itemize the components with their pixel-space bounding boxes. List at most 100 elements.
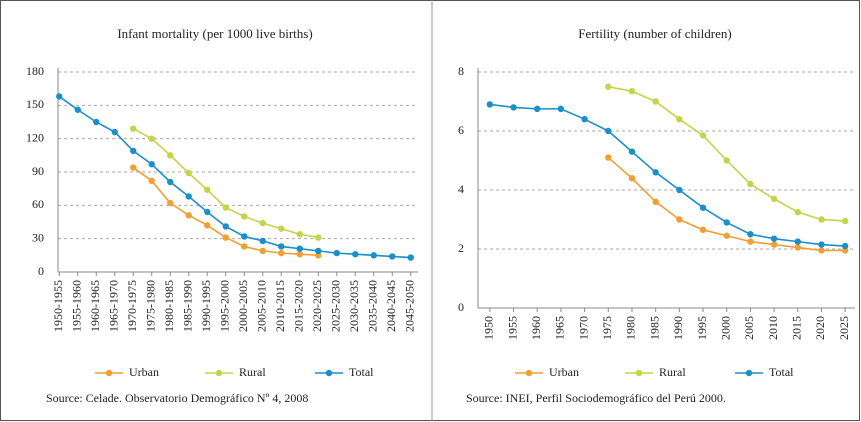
y-tick-label: 0 — [458, 300, 464, 314]
x-tick-label: 1980-1985 — [162, 280, 176, 332]
data-point — [315, 247, 322, 255]
data-point — [241, 243, 248, 250]
y-tick-label: 4 — [458, 182, 464, 196]
data-point — [167, 152, 174, 159]
data-point — [296, 231, 303, 238]
data-point — [652, 98, 659, 105]
y-tick-label: 90 — [32, 164, 44, 178]
chart-title: Fertility (number of children) — [578, 26, 731, 41]
data-point — [628, 87, 636, 95]
data-point — [148, 161, 155, 168]
x-tick-label: 2040-2045 — [384, 280, 398, 332]
data-point — [74, 106, 81, 113]
data-point — [841, 242, 849, 250]
data-point — [676, 186, 683, 194]
data-point — [167, 199, 174, 207]
data-point — [676, 216, 683, 223]
series-line — [132, 127, 319, 239]
y-tick-label: 6 — [458, 123, 464, 137]
legend-marker — [105, 369, 113, 377]
y-tick-label: 120 — [26, 130, 44, 144]
data-point — [296, 251, 303, 258]
legend-marker — [525, 369, 533, 377]
x-tick-label: 1985-1990 — [181, 280, 195, 332]
legend-marker — [325, 369, 333, 377]
data-point — [222, 223, 229, 230]
source-note: Source: INEI, Perfil Sociodemográfico de… — [466, 391, 726, 405]
data-point — [204, 186, 211, 193]
data-point — [794, 208, 801, 216]
series-line — [132, 166, 319, 257]
x-tick-label: 1970-1975 — [125, 280, 139, 332]
data-point — [167, 178, 174, 186]
data-point — [278, 243, 285, 250]
data-point — [747, 238, 754, 245]
data-point — [148, 177, 155, 185]
source-note: Source: Celade. Observatorio Demográfico… — [46, 391, 308, 405]
data-point — [315, 252, 322, 259]
data-point — [770, 241, 778, 248]
data-point — [111, 128, 118, 136]
data-point — [747, 180, 754, 188]
data-point — [676, 116, 683, 123]
x-tick-label: 2015-2020 — [292, 280, 306, 332]
x-tick-label: 1995 — [695, 316, 709, 340]
x-tick-label: 1995-2000 — [218, 280, 232, 332]
data-point — [723, 157, 730, 164]
legend-marker — [745, 369, 753, 377]
data-point — [841, 217, 849, 225]
x-tick-label: 1980 — [624, 316, 638, 340]
y-tick-label: 150 — [26, 97, 44, 111]
data-point — [605, 154, 612, 161]
data-point — [259, 247, 266, 255]
x-tick-label: 2025 — [837, 316, 851, 340]
x-tick-label: 1975-1980 — [144, 280, 158, 332]
data-point — [770, 235, 778, 242]
data-point — [241, 213, 248, 220]
data-point — [148, 135, 155, 142]
legend-label: Total — [769, 365, 794, 379]
data-point — [534, 105, 541, 113]
data-point — [699, 132, 707, 139]
data-point — [278, 249, 285, 257]
data-point — [841, 247, 849, 254]
y-tick-label: 0 — [38, 264, 44, 278]
x-tick-label: 2005 — [742, 316, 756, 340]
data-point — [56, 93, 63, 100]
data-point — [222, 234, 229, 241]
legend-marker — [635, 369, 643, 377]
y-tick-label: 30 — [32, 230, 44, 244]
x-tick-label: 2025-2030 — [329, 280, 343, 332]
data-point — [770, 195, 778, 203]
x-tick-label: 2045-2050 — [403, 280, 417, 332]
x-tick-label: 1990-1995 — [199, 280, 213, 332]
data-point — [628, 148, 636, 155]
data-point — [747, 231, 754, 238]
legend-label: Urban — [129, 365, 159, 379]
data-point — [581, 116, 588, 123]
data-point — [333, 249, 340, 257]
data-point — [723, 219, 730, 226]
x-tick-label: 1965 — [553, 316, 567, 340]
x-tick-label: 1990 — [671, 316, 685, 340]
legend-label: Rural — [239, 365, 266, 379]
x-tick-label: 2010 — [766, 316, 780, 340]
series-line — [608, 85, 846, 222]
data-point — [818, 247, 825, 254]
data-point — [794, 244, 801, 251]
data-point — [818, 241, 825, 248]
data-point — [259, 219, 266, 227]
x-tick-label: 1985 — [647, 316, 661, 340]
x-tick-label: 1955 — [505, 316, 519, 340]
data-point — [315, 234, 322, 241]
legend-marker — [215, 369, 223, 377]
data-point — [93, 118, 100, 126]
data-point — [204, 208, 211, 216]
data-point — [130, 125, 137, 132]
x-tick-label: 2035-2040 — [366, 280, 380, 332]
data-point — [370, 252, 377, 259]
data-point — [185, 169, 192, 177]
x-tick-label: 2005-2010 — [255, 280, 269, 332]
